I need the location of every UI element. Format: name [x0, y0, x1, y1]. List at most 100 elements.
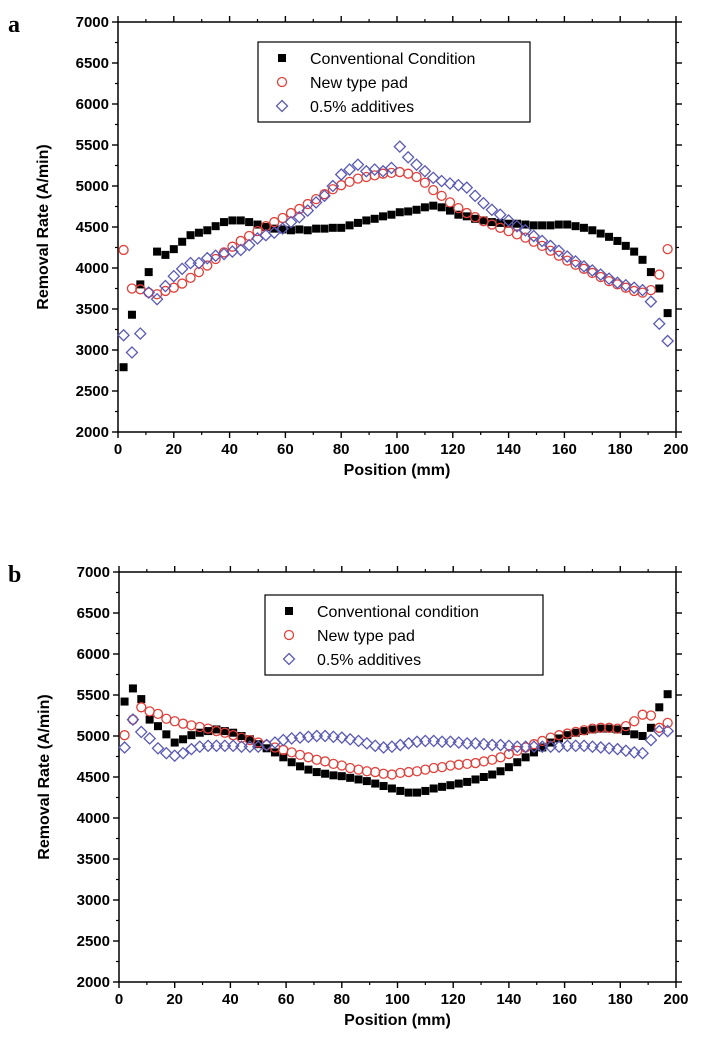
y-tick-label: 4000: [76, 260, 109, 277]
data-point: [279, 753, 288, 762]
data-point: [485, 738, 499, 752]
data-point: [638, 732, 647, 740]
data-point: [119, 363, 128, 372]
data-point: [521, 753, 530, 762]
chart-a-svg: 0 20 40 60 80 100 120 140 160 180 200 2000 2500 3000 3…: [35, 14, 689, 479]
data-point: [652, 317, 666, 331]
data-point: [242, 238, 256, 252]
data-point: [496, 767, 505, 776]
legend-marker: [282, 652, 296, 666]
data-point: [118, 244, 129, 256]
data-point: [371, 779, 380, 788]
data-point: [470, 757, 481, 769]
data-point: [193, 266, 205, 278]
data-point: [234, 243, 248, 257]
data-point: [337, 772, 346, 781]
data-point: [142, 286, 156, 300]
data-point: [137, 695, 146, 704]
data-point: [644, 295, 658, 309]
x-tick-label: 100: [384, 441, 409, 458]
data-point: [378, 768, 389, 779]
data-point: [654, 269, 665, 280]
x-tick-label: 20: [165, 441, 182, 458]
y-tick-label: 5000: [76, 178, 109, 195]
data-point: [569, 739, 583, 753]
data-point: [655, 284, 664, 293]
x-tick-label: 180: [608, 991, 633, 1008]
data-point: [286, 747, 297, 758]
data-point: [588, 725, 597, 734]
data-point: [351, 158, 365, 172]
y-tick-label: 3500: [76, 301, 109, 318]
data-point: [153, 247, 162, 256]
x-axis-label: Position (mm): [344, 462, 451, 479]
data-point: [412, 205, 421, 214]
data-point: [493, 208, 507, 222]
data-point: [318, 189, 331, 203]
data-point: [479, 216, 488, 225]
data-point: [161, 713, 172, 724]
data-point: [117, 328, 130, 342]
y-tick-label: 5000: [77, 728, 110, 745]
data-point: [452, 736, 466, 749]
data-point: [661, 724, 675, 738]
data-point: [220, 218, 229, 227]
data-point: [295, 225, 304, 234]
data-point: [487, 754, 498, 765]
data-point: [403, 168, 414, 179]
data-point: [318, 729, 332, 743]
data-point: [477, 737, 491, 751]
data-point: [150, 292, 164, 306]
data-point: [437, 203, 446, 212]
data-point: [629, 716, 640, 727]
legend-box: [257, 41, 531, 123]
data-point: [580, 727, 589, 736]
data-point: [428, 184, 439, 196]
data-point: [386, 769, 398, 780]
data-point: [312, 768, 321, 777]
data-point: [309, 195, 323, 209]
data-point: [410, 158, 423, 172]
data-point: [344, 176, 355, 188]
data-point: [469, 212, 481, 223]
data-point: [303, 226, 312, 235]
data-point: [335, 731, 349, 745]
data-point: [446, 781, 455, 790]
data-point: [120, 697, 129, 706]
data-point: [152, 708, 164, 720]
data-point: [353, 218, 362, 227]
data-point: [428, 762, 439, 774]
data-point: [638, 255, 647, 264]
data-point: [585, 264, 599, 277]
data-point: [554, 220, 563, 229]
data-point: [162, 730, 171, 739]
data-point: [513, 758, 522, 767]
data-point: [195, 728, 204, 737]
data-point: [118, 741, 131, 754]
data-point: [594, 741, 608, 754]
data-point: [645, 710, 657, 721]
legend-marker: [275, 99, 289, 113]
data-point: [226, 739, 240, 753]
data-point: [187, 731, 196, 740]
x-tick-label: 40: [221, 441, 238, 458]
data-point: [596, 229, 605, 238]
y-tick-label: 6000: [76, 96, 109, 113]
data-point: [243, 740, 257, 754]
data-point: [186, 231, 195, 240]
data-point: [127, 714, 139, 725]
chart-b-svg: 0 20 40 60 80 100 120 140 160 180 200 2000 2500 3000 3…: [36, 564, 689, 1029]
panel-label: b: [8, 562, 22, 588]
legend-box: [264, 594, 544, 676]
data-point: [159, 746, 173, 760]
data-point: [253, 220, 262, 229]
y-tick-label: 5500: [76, 137, 109, 154]
data-point: [203, 226, 212, 235]
data-point: [435, 174, 449, 188]
legend-label: Conventional Condition: [310, 51, 475, 68]
data-point: [143, 732, 157, 745]
data-point: [552, 244, 566, 258]
data-point: [655, 703, 664, 712]
data-point: [178, 237, 187, 246]
data-point: [461, 758, 473, 770]
